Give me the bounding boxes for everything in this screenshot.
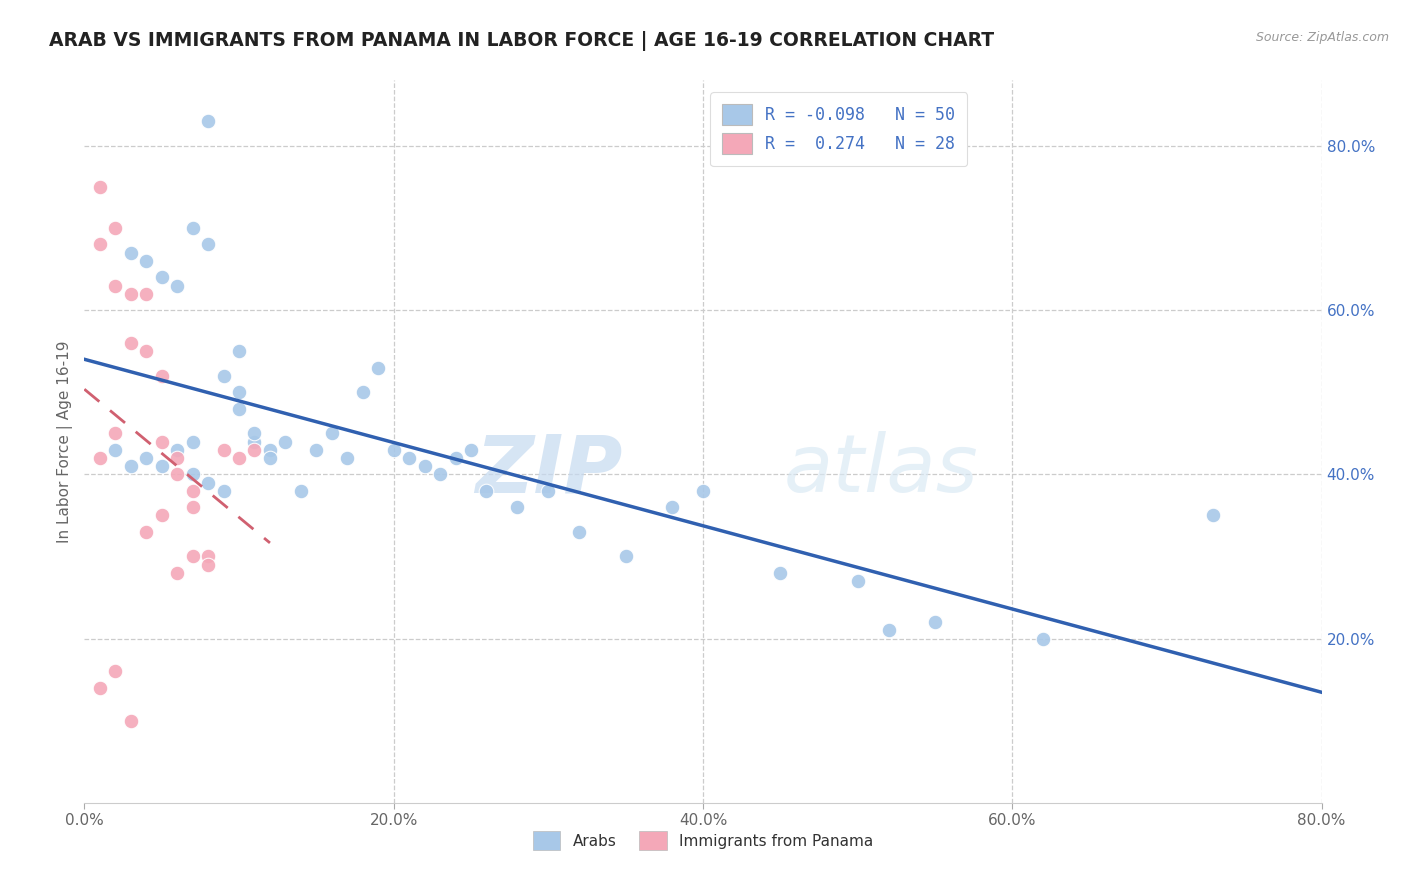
Point	[120, 286, 142, 301]
Point	[104, 221, 127, 235]
Point	[212, 368, 235, 383]
Point	[305, 442, 328, 457]
Point	[336, 450, 359, 465]
Point	[197, 558, 219, 572]
Point	[89, 450, 111, 465]
Point	[89, 681, 111, 695]
Point	[243, 442, 266, 457]
Point	[104, 665, 127, 679]
Point	[243, 434, 266, 449]
Point	[120, 245, 142, 260]
Point	[166, 566, 188, 580]
Point	[181, 500, 204, 515]
Point	[166, 278, 188, 293]
Point	[475, 483, 498, 498]
Point	[568, 524, 591, 539]
Point	[135, 286, 157, 301]
Point	[1032, 632, 1054, 646]
Point	[120, 459, 142, 474]
Point	[181, 434, 204, 449]
Point	[228, 401, 250, 416]
Point	[166, 467, 188, 482]
Point	[413, 459, 436, 474]
Legend: Arabs, Immigrants from Panama: Arabs, Immigrants from Panama	[527, 825, 879, 856]
Point	[769, 566, 792, 580]
Point	[924, 615, 946, 630]
Point	[150, 368, 173, 383]
Point	[135, 450, 157, 465]
Point	[506, 500, 529, 515]
Point	[429, 467, 451, 482]
Point	[135, 524, 157, 539]
Point	[166, 442, 188, 457]
Point	[212, 442, 235, 457]
Text: ARAB VS IMMIGRANTS FROM PANAMA IN LABOR FORCE | AGE 16-19 CORRELATION CHART: ARAB VS IMMIGRANTS FROM PANAMA IN LABOR …	[49, 31, 994, 51]
Point	[181, 221, 204, 235]
Point	[661, 500, 683, 515]
Point	[243, 426, 266, 441]
Point	[135, 344, 157, 359]
Point	[181, 549, 204, 564]
Point	[321, 426, 343, 441]
Point	[120, 714, 142, 728]
Point	[382, 442, 405, 457]
Point	[537, 483, 560, 498]
Point	[166, 450, 188, 465]
Point	[181, 483, 204, 498]
Point	[89, 237, 111, 252]
Point	[89, 180, 111, 194]
Point	[228, 344, 250, 359]
Point	[197, 475, 219, 490]
Point	[212, 483, 235, 498]
Point	[259, 450, 281, 465]
Point	[181, 467, 204, 482]
Point	[290, 483, 312, 498]
Point	[197, 549, 219, 564]
Point	[150, 434, 173, 449]
Point	[150, 459, 173, 474]
Point	[120, 336, 142, 351]
Point	[398, 450, 420, 465]
Point	[150, 270, 173, 285]
Point	[150, 508, 173, 523]
Point	[444, 450, 467, 465]
Point	[692, 483, 714, 498]
Point	[135, 253, 157, 268]
Point	[614, 549, 637, 564]
Text: ZIP: ZIP	[475, 432, 623, 509]
Point	[259, 442, 281, 457]
Point	[104, 442, 127, 457]
Point	[352, 385, 374, 400]
Point	[197, 237, 219, 252]
Point	[104, 426, 127, 441]
Point	[228, 450, 250, 465]
Y-axis label: In Labor Force | Age 16-19: In Labor Force | Age 16-19	[58, 340, 73, 543]
Text: atlas: atlas	[783, 432, 979, 509]
Point	[104, 278, 127, 293]
Text: Source: ZipAtlas.com: Source: ZipAtlas.com	[1256, 31, 1389, 45]
Point	[1202, 508, 1225, 523]
Point	[460, 442, 482, 457]
Point	[228, 385, 250, 400]
Point	[877, 624, 900, 638]
Point	[846, 574, 869, 588]
Point	[274, 434, 297, 449]
Point	[367, 360, 389, 375]
Point	[197, 114, 219, 128]
